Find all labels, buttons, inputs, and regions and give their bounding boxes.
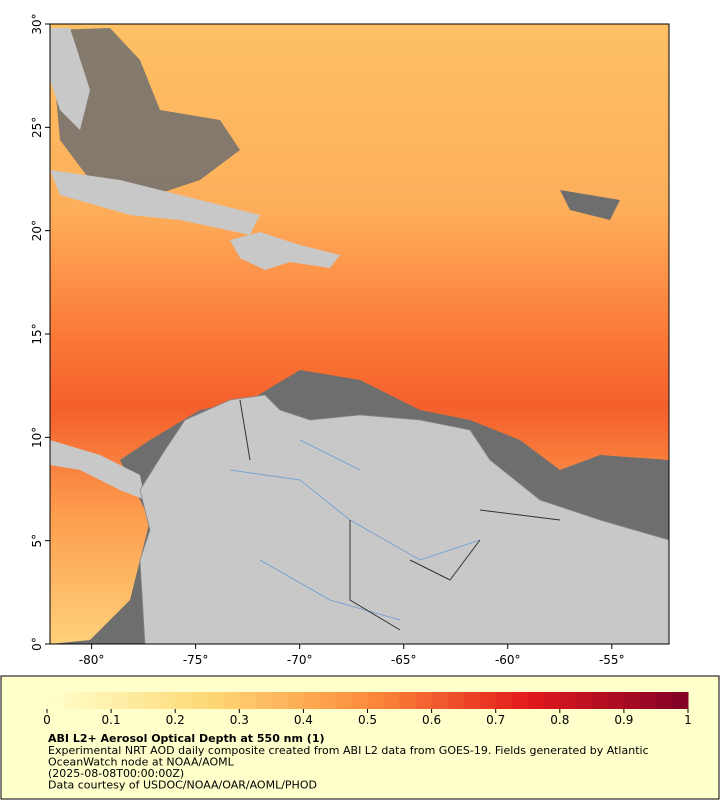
- land: [50, 440, 145, 500]
- colorbar-cell: [191, 692, 208, 709]
- colorbar-cell: [351, 692, 368, 709]
- x-tick-label: -70°: [287, 653, 313, 667]
- colorbar-cell: [175, 692, 192, 709]
- y-tick-label: 25°: [30, 117, 44, 138]
- colorbar-cell: [655, 692, 673, 709]
- x-tick-label: -65°: [391, 653, 417, 667]
- colorbar-cell: [591, 692, 609, 709]
- colorbar-cell: [319, 692, 336, 709]
- caption-title: ABI L2+ Aerosol Optical Depth at 550 nm …: [48, 732, 325, 745]
- colorbar-cell: [303, 692, 320, 709]
- y-tick-label: 10°: [30, 427, 44, 448]
- land: [50, 170, 260, 235]
- colorbar-tick-label: 0.5: [358, 713, 377, 727]
- aerosol-field: [50, 24, 669, 644]
- colorbar-cell: [415, 692, 433, 709]
- colorbar-cell: [463, 692, 481, 709]
- colorbar-tick-label: 0.9: [614, 713, 633, 727]
- map: [50, 24, 669, 644]
- colorbar-tick-label: 0.2: [166, 713, 185, 727]
- y-tick-label: 5°: [30, 534, 44, 548]
- colorbar-cell: [623, 692, 641, 709]
- land: [50, 28, 90, 130]
- colorbar-cell: [271, 692, 288, 709]
- colorbar-tick-label: 0.1: [102, 713, 121, 727]
- colorbar-cell: [63, 692, 80, 709]
- colorbar-cell: [511, 692, 529, 709]
- x-tick-label: -80°: [79, 653, 105, 667]
- colorbar-tick-label: 0.7: [486, 713, 505, 727]
- land: [139, 394, 669, 644]
- land: [230, 232, 340, 270]
- colorbar-cell: [223, 692, 240, 709]
- caption-line: OceanWatch node at NOAA/AOML: [48, 756, 235, 769]
- colorbar-cell: [495, 692, 513, 709]
- colorbar-cell: [527, 692, 545, 709]
- colorbar-cell: [671, 692, 689, 709]
- colorbar-cell: [287, 692, 304, 709]
- colorbar-cell: [159, 692, 176, 709]
- y-tick-label: 15°: [30, 323, 44, 344]
- colorbar-cell: [479, 692, 497, 709]
- caption-line: (2025-08-08T00:00:00Z): [48, 767, 184, 780]
- caption-line: Data courtesy of USDOC/NOAA/OAR/AOML/PHO…: [48, 779, 317, 792]
- colorbar-tick-label: 0.8: [550, 713, 569, 727]
- colorbar-cell: [335, 692, 352, 709]
- no-data: [50, 28, 240, 200]
- x-tick-label: -75°: [183, 653, 209, 667]
- colorbar-cell: [367, 692, 385, 709]
- colorbar-tick-label: 0.4: [294, 713, 313, 727]
- colorbar-cell: [239, 692, 256, 709]
- colorbar-cell: [607, 692, 625, 709]
- colorbar-cell: [207, 692, 224, 709]
- colorbar-cell: [143, 692, 160, 709]
- colorbar-cell: [255, 692, 272, 709]
- colorbar-tick-label: 1: [684, 713, 692, 727]
- colorbar-cell: [543, 692, 561, 709]
- colorbar-cell: [383, 692, 401, 709]
- border: [239, 399, 561, 631]
- y-tick-label: 30°: [30, 13, 44, 34]
- colorbar-cell: [559, 692, 577, 709]
- colorbar-cell: [47, 692, 64, 709]
- colorbar-cell: [575, 692, 593, 709]
- colorbar-cell: [111, 692, 128, 709]
- y-tick-label: 20°: [30, 220, 44, 241]
- colorbar-cell: [431, 692, 449, 709]
- colorbar-tick-label: 0.3: [230, 713, 249, 727]
- colorbar-cell: [79, 692, 96, 709]
- colorbar-cell: [447, 692, 465, 709]
- y-tick-label: 0°: [30, 637, 44, 651]
- colorbar-cell: [95, 692, 112, 709]
- colorbar-cell: [639, 692, 657, 709]
- x-tick-label: -60°: [495, 653, 521, 667]
- colorbar-cell: [399, 692, 417, 709]
- x-tick-label: -55°: [599, 653, 625, 667]
- colorbar-cell: [127, 692, 144, 709]
- colorbar-tick-label: 0: [43, 713, 51, 727]
- colorbar-tick-label: 0.6: [422, 713, 441, 727]
- no-data: [560, 190, 620, 220]
- caption-line: Experimental NRT AOD daily composite cre…: [48, 744, 649, 757]
